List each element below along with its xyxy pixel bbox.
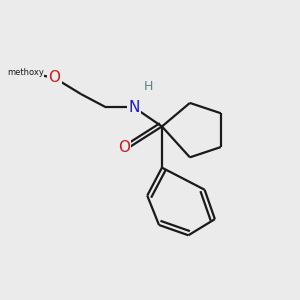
Text: methoxy: methoxy	[7, 68, 44, 76]
Text: O: O	[118, 140, 130, 154]
Text: O: O	[49, 70, 61, 86]
Text: H: H	[144, 80, 153, 93]
Text: N: N	[128, 100, 140, 115]
